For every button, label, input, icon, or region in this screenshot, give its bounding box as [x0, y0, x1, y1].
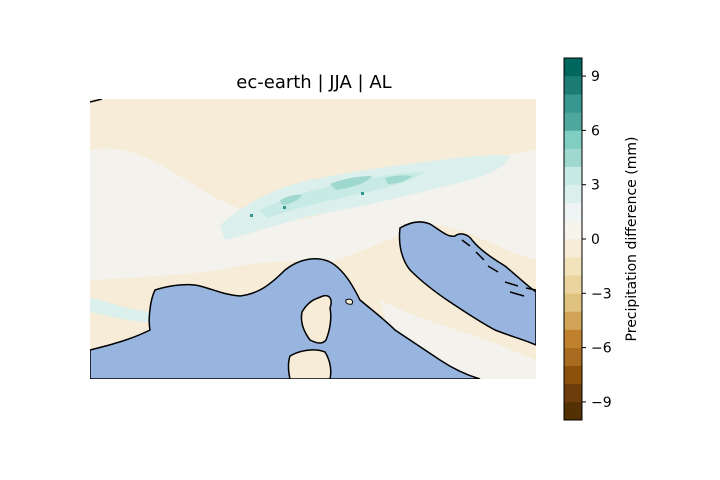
colorbar: −9 −6 −3 0 3 6 9 [564, 58, 612, 420]
colorbar-swatch [564, 293, 582, 311]
colorbar-tick-label: 9 [591, 69, 600, 85]
colorbar-swatch [564, 348, 582, 366]
chart-title: ec-earth | JJA | AL [236, 72, 391, 93]
colorbar-swatch [564, 76, 582, 94]
wet-pixel [361, 192, 364, 195]
colorbar-tick-label: −9 [591, 395, 612, 411]
colorbar-swatch [564, 112, 582, 130]
colorbar-swatch [564, 203, 582, 221]
elba [346, 299, 353, 304]
colorbar-swatch [564, 239, 582, 257]
colorbar-swatch [564, 221, 582, 239]
colorbar-swatch [564, 366, 582, 384]
colorbar-swatch [564, 275, 582, 293]
colorbar-tick-label: −6 [591, 341, 612, 357]
colorbar-tick-label: 0 [591, 232, 600, 248]
colorbar-tick-label: 3 [591, 178, 600, 194]
sardinia [289, 350, 331, 379]
map-panel [90, 99, 536, 379]
colorbar-swatch [564, 384, 582, 402]
colorbar-tick-label: 6 [591, 123, 600, 139]
colorbar-swatch [564, 149, 582, 167]
colorbar-swatch [564, 402, 582, 420]
colorbar-swatch [564, 130, 582, 148]
colorbar-swatch [564, 58, 582, 76]
colorbar-label: Precipitation difference (mm) [624, 137, 640, 342]
colorbar-swatch [564, 330, 582, 348]
colorbar-swatch [564, 185, 582, 203]
colorbar-swatch [564, 257, 582, 275]
colorbar-swatch [564, 94, 582, 112]
colorbar-swatch [564, 311, 582, 329]
wet-pixel [250, 214, 253, 217]
wet-pixel [283, 206, 286, 209]
colorbar-swatch [564, 167, 582, 185]
colorbar-tick-label: −3 [591, 286, 612, 302]
